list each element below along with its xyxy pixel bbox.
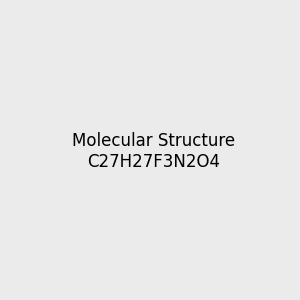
Text: Molecular Structure
C27H27F3N2O4: Molecular Structure C27H27F3N2O4 (72, 132, 235, 171)
